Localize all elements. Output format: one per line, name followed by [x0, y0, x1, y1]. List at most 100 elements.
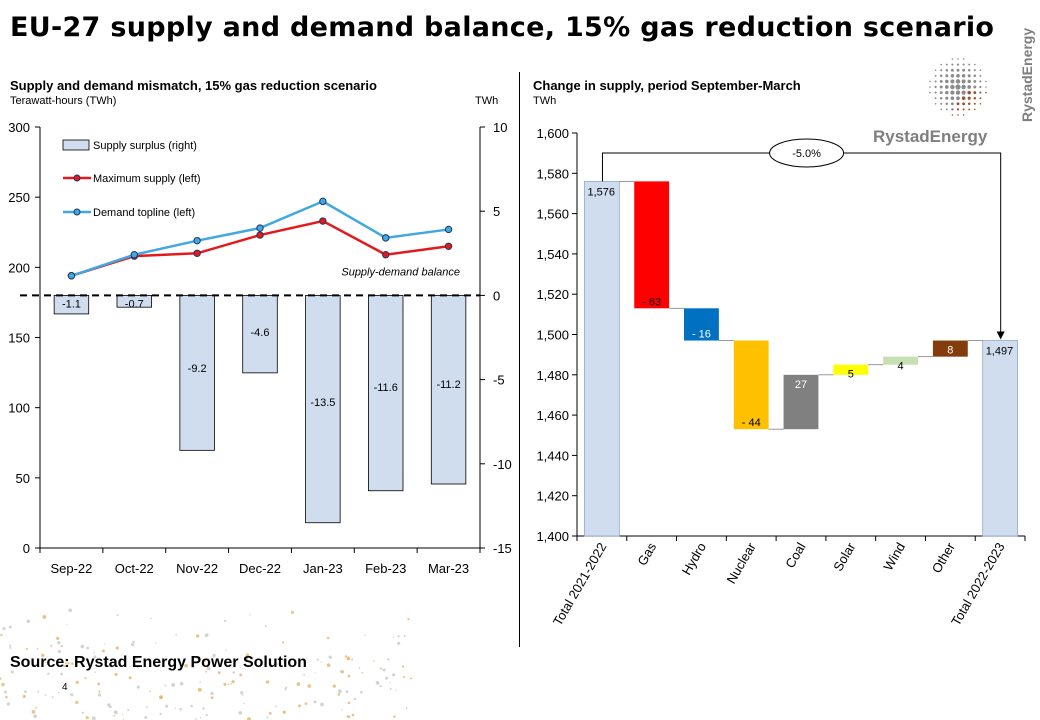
- decor-dot: [10, 670, 14, 674]
- decor-dot: [60, 645, 63, 648]
- globe-dot: [945, 108, 948, 111]
- decor-dot: [266, 716, 269, 719]
- decor-dot: [31, 710, 36, 714]
- globe-dot: [957, 58, 959, 60]
- globe-dot: [945, 90, 949, 95]
- waterfall-x-tick-label: Gas: [634, 540, 659, 569]
- decor-dot: [351, 713, 355, 717]
- decor-dot: [51, 696, 54, 699]
- waterfall-y-tick-label: 1,540: [536, 247, 569, 262]
- waterfall-bar-other: [932, 340, 968, 357]
- decor-dot: [91, 716, 96, 720]
- globe-dot: [973, 69, 976, 72]
- decor-dot: [150, 617, 152, 620]
- globe-dot: [939, 85, 943, 89]
- decor-dot: [407, 617, 410, 621]
- right-y-tick-label: -10: [493, 457, 512, 472]
- waterfall-y-tick-label: 1,400: [536, 529, 569, 544]
- surplus-bar: [242, 294, 278, 374]
- globe-dot: [967, 74, 971, 78]
- decor-dot: [389, 687, 392, 690]
- decor-dot: [80, 644, 85, 649]
- waterfall-bar-label: - 63: [642, 296, 661, 308]
- decor-dot: [298, 704, 302, 708]
- decor-dot: [33, 714, 38, 719]
- waterfall-y-tick-label: 1,480: [536, 368, 569, 383]
- decor-dot: [223, 682, 227, 687]
- surplus-bar-label: -4.6: [251, 327, 270, 339]
- globe-dot: [962, 63, 965, 66]
- decor-dot: [70, 693, 74, 697]
- decor-dot: [240, 691, 244, 695]
- decor-dot: [75, 680, 79, 684]
- decor-dot: [45, 661, 47, 664]
- globe-dot: [967, 90, 971, 95]
- waterfall-x-tick-label: Coal: [782, 540, 808, 571]
- globe-dot: [950, 79, 955, 84]
- surplus-bar-label: -11.6: [374, 382, 398, 394]
- decor-dot: [358, 667, 361, 669]
- left-chart-title: Supply and demand mismatch, 15% gas redu…: [10, 78, 377, 93]
- surplus-bar-label: -9.2: [188, 363, 207, 375]
- right-y-tick-label: 5: [493, 204, 500, 219]
- decor-dot: [97, 693, 102, 697]
- decor-dot: [159, 712, 162, 716]
- decor-dot: [313, 700, 317, 704]
- decor-dot: [379, 684, 382, 688]
- decor-dot: [174, 707, 176, 710]
- globe-dot: [950, 68, 954, 72]
- change-badge-label: -5.0%: [792, 148, 821, 160]
- decor-dot: [332, 684, 336, 688]
- globe-dot: [956, 102, 960, 106]
- globe-dot: [956, 96, 960, 101]
- waterfall-bar-total-2022-2023: [982, 340, 1018, 537]
- x-tick-label: Mar-23: [428, 561, 469, 576]
- globe-dot: [951, 108, 954, 111]
- decor-dot: [212, 653, 216, 658]
- x-tick-label: Dec-22: [239, 561, 281, 576]
- decor-dot: [154, 642, 157, 644]
- legend-swatch-surplus: [62, 139, 90, 151]
- decor-dot: [60, 672, 63, 676]
- decor-dot: [179, 681, 184, 686]
- right-y-tick-label: -15: [493, 541, 512, 556]
- decor-dot: [104, 643, 106, 645]
- globe-dot: [979, 97, 982, 100]
- globe-dot: [951, 58, 954, 60]
- decor-dot: [382, 668, 386, 672]
- decor-dot: [9, 646, 12, 649]
- decor-dot: [113, 714, 116, 717]
- decor-dot: [67, 662, 70, 665]
- decor-dot: [81, 711, 85, 714]
- globe-dot: [979, 91, 982, 94]
- globe-dot: [979, 69, 982, 71]
- decor-dot: [8, 625, 12, 629]
- decor-dot: [113, 710, 118, 715]
- decor-dot: [115, 646, 119, 650]
- right-y-tick-label: 10: [493, 120, 507, 135]
- decor-dot: [25, 648, 28, 651]
- decor-dot: [268, 711, 272, 715]
- decor-dot: [199, 716, 202, 719]
- decor-dot: [245, 653, 250, 657]
- left-y-tick-label: 0: [23, 541, 30, 556]
- maximum-supply-point: [319, 217, 327, 225]
- globe-dot: [945, 102, 949, 106]
- globe-dot: [929, 80, 931, 83]
- decor-dot: [164, 684, 167, 687]
- globe-dot: [962, 102, 966, 106]
- balance-annotation: Supply-demand balance: [341, 266, 460, 278]
- decor-dot: [36, 647, 39, 650]
- decor-dot: [351, 658, 354, 661]
- globe-dot: [950, 84, 955, 90]
- decor-dot: [66, 624, 68, 626]
- decor-dot: [115, 662, 117, 665]
- decor-dot: [392, 636, 394, 638]
- globe-dot: [985, 91, 987, 94]
- globe-dot: [934, 91, 937, 94]
- waterfall-x-tick-label: Total 2021-2022: [550, 540, 610, 628]
- decor-dot: [395, 690, 397, 692]
- globe-dot: [962, 114, 965, 116]
- decor-dot: [195, 718, 197, 720]
- decor-dot: [410, 677, 412, 680]
